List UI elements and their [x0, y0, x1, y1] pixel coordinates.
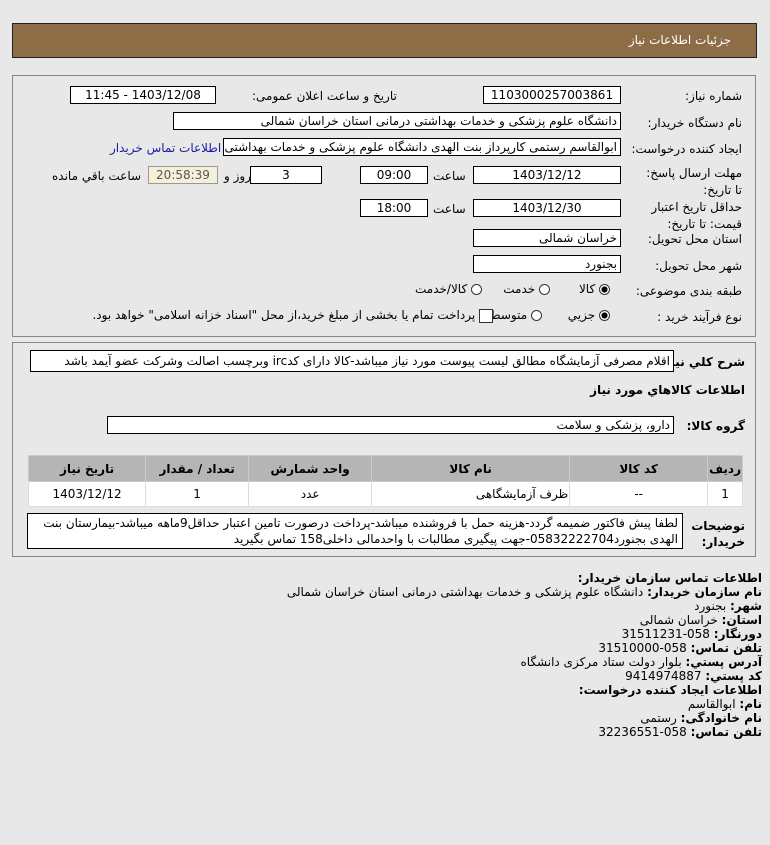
goods-group-field: دارو، پزشکی و سلامت: [107, 416, 674, 434]
process-radio-medium[interactable]: متوسط: [489, 308, 542, 322]
contact-phone: تلفن تماس: 058-31510000: [598, 641, 762, 655]
contact-city: شهر: بجنورد: [694, 599, 762, 613]
validity-time-label: ساعت: [433, 202, 466, 216]
buyer-label: نام دستگاه خریدار:: [647, 116, 743, 130]
page-header: جزئیات اطلاعات نیاز: [12, 23, 757, 58]
notes-label: توضیحات خریدار:: [691, 519, 745, 549]
category-radio-both[interactable]: کالا/خدمت: [415, 282, 482, 296]
contact-org: نام سازمان خریدار: دانشگاه علوم پزشکی و …: [286, 585, 762, 599]
announce-field: 1403/12/08 - 11:45: [70, 86, 216, 104]
contact-address: آدرس پستي: بلوار دولت ستاد مرکزی دانشگاه: [520, 655, 762, 669]
payment-note: پرداخت تمام یا بخشی از مبلغ خرید،از محل …: [92, 308, 476, 322]
days-label: روز و: [224, 169, 251, 183]
remaining-label: ساعت باقي مانده: [52, 169, 142, 183]
notes-field: لطفا پیش فاکتور ضمیمه گردد-هزینه حمل با …: [27, 513, 683, 549]
col-qty: تعداد / مقدار: [145, 455, 250, 482]
validity-date-field: 1403/12/30: [473, 199, 621, 217]
category-radio-goods[interactable]: کالا: [579, 282, 610, 296]
creator-phone: تلفن تماس: 058-32236551: [598, 725, 762, 739]
category-radio-service[interactable]: خدمت: [503, 282, 550, 296]
contact-postal: کد پستي: 9414974887: [625, 669, 762, 683]
deadline-time-field: 09:00: [360, 166, 428, 184]
radio-label: کالا/خدمت: [414, 282, 468, 296]
contact-province: استان: خراسان شمالی: [639, 613, 762, 627]
creator-info-title: اطلاعات ایجاد کننده درخواست:: [578, 683, 762, 697]
radio-label: متوسط: [489, 308, 528, 322]
cell-qty: 1: [145, 481, 250, 507]
creator-label: ایجاد کننده درخواست:: [631, 142, 742, 156]
radio-label: کالا: [578, 282, 596, 296]
radio-selected-icon: [599, 284, 610, 295]
need-number-field: 1103000257003861: [483, 86, 621, 104]
cell-name: ظرف آزمایشگاهی: [371, 481, 571, 507]
payment-checkbox[interactable]: پرداخت تمام یا بخشی از مبلغ خرید،از محل …: [92, 308, 493, 323]
description-field: اقلام مصرفی آزمایشگاه مطالق لیست پیوست م…: [30, 350, 674, 372]
deadline-label: مهلت ارسال پاسخ: تا تاریخ:: [646, 166, 742, 197]
creator-name: نام: ابوالقاسم: [687, 697, 762, 711]
goods-section-title: اطلاعات کالاهاي مورد نیاز: [590, 383, 745, 397]
deadline-date-field: 1403/12/12: [473, 166, 621, 184]
validity-label: حداقل تاریخ اعتبار قیمت: تا تاریخ:: [651, 200, 742, 231]
need-number-label: شماره نیاز:: [685, 89, 742, 103]
col-date: تاریخ نیاز: [27, 455, 147, 482]
days-field: 3: [250, 166, 322, 184]
radio-selected-icon: [599, 310, 610, 321]
creator-field: ابوالقاسم رستمی کارپرداز بنت الهدی دانشگ…: [223, 138, 621, 156]
process-radio-minor[interactable]: جزیي: [568, 308, 610, 322]
process-label: نوع فرآیند خرید :: [657, 310, 742, 324]
col-code: کد کالا: [569, 455, 709, 482]
creator-family: نام خانوادگی: رستمی: [640, 711, 762, 725]
goods-group-label: گروه کالا:: [686, 419, 745, 433]
radio-icon: [539, 284, 550, 295]
checkbox-icon: [479, 308, 493, 323]
contact-title: اطلاعات تماس سازمان خریدار:: [577, 571, 762, 585]
buyer-field: دانشگاه علوم پزشکی و خدمات بهداشتی درمان…: [173, 112, 621, 130]
table-row: 1 -- ظرف آزمایشگاهی عدد 1 1403/12/12: [27, 481, 743, 507]
cell-unit: عدد: [248, 481, 373, 507]
deadline-time-label: ساعت: [433, 169, 466, 183]
validity-time-field: 18:00: [360, 199, 428, 217]
category-label: طبقه بندی موضوعی:: [635, 284, 742, 298]
cell-row: 1: [707, 481, 743, 507]
province-field: خراسان شمالی: [473, 229, 621, 247]
col-row: ردیف: [707, 455, 743, 482]
page-title: جزئیات اطلاعات نیاز: [628, 33, 731, 47]
cell-code: --: [569, 481, 709, 507]
city-field: بجنورد: [473, 255, 621, 273]
col-unit: واحد شمارش: [248, 455, 373, 482]
remaining-time-field: 20:58:39: [148, 166, 218, 184]
city-label: شهر محل تحویل:: [655, 259, 742, 273]
cell-date: 1403/12/12: [27, 481, 147, 507]
radio-icon: [531, 310, 542, 321]
radio-icon: [471, 284, 482, 295]
announce-label: تاریخ و ساعت اعلان عمومی:: [252, 89, 397, 103]
col-name: نام کالا: [371, 455, 571, 482]
goods-table: ردیف کد کالا نام کالا واحد شمارش تعداد /…: [27, 455, 743, 507]
description-label: شرح کلي نیاز:: [659, 355, 745, 369]
buyer-contact-link[interactable]: اطلاعات تماس خریدار: [110, 141, 222, 155]
contact-fax: دورنگار: 058-31511231: [621, 627, 762, 641]
province-label: استان محل تحویل:: [647, 232, 742, 246]
radio-label: خدمت: [503, 282, 536, 296]
radio-label: جزیي: [567, 308, 596, 322]
